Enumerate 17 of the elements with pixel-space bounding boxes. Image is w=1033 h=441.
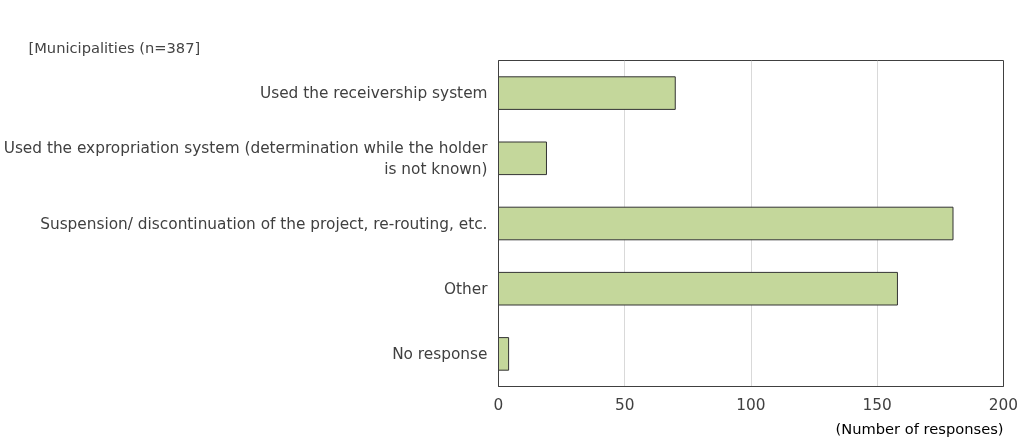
- bar: [498, 206, 954, 241]
- y-tick-label: Used the receivership system: [259, 84, 488, 103]
- x-tick-label: 150: [862, 395, 892, 414]
- x-tick-label: 0: [493, 395, 504, 414]
- bar: [498, 271, 898, 306]
- bar: [498, 76, 676, 110]
- x-tick-label: 200: [988, 395, 1019, 414]
- x-axis-title: (Number of responses): [835, 419, 1004, 437]
- x-tick-label: 50: [615, 395, 635, 414]
- y-tick-label: Other: [443, 279, 489, 298]
- bar: [498, 141, 547, 176]
- bar: [498, 337, 510, 371]
- text: [Municipalities (n=387]: [28, 38, 201, 56]
- y-tick-label: No response: [392, 344, 488, 363]
- y-tick-label: Suspension/ discontinuation of the project, re-routing, etc.: [40, 214, 488, 233]
- x-tick-label: 100: [736, 395, 766, 414]
- y-tick-label: Used the expropriation system (determination while the holder is not known): [3, 138, 489, 179]
